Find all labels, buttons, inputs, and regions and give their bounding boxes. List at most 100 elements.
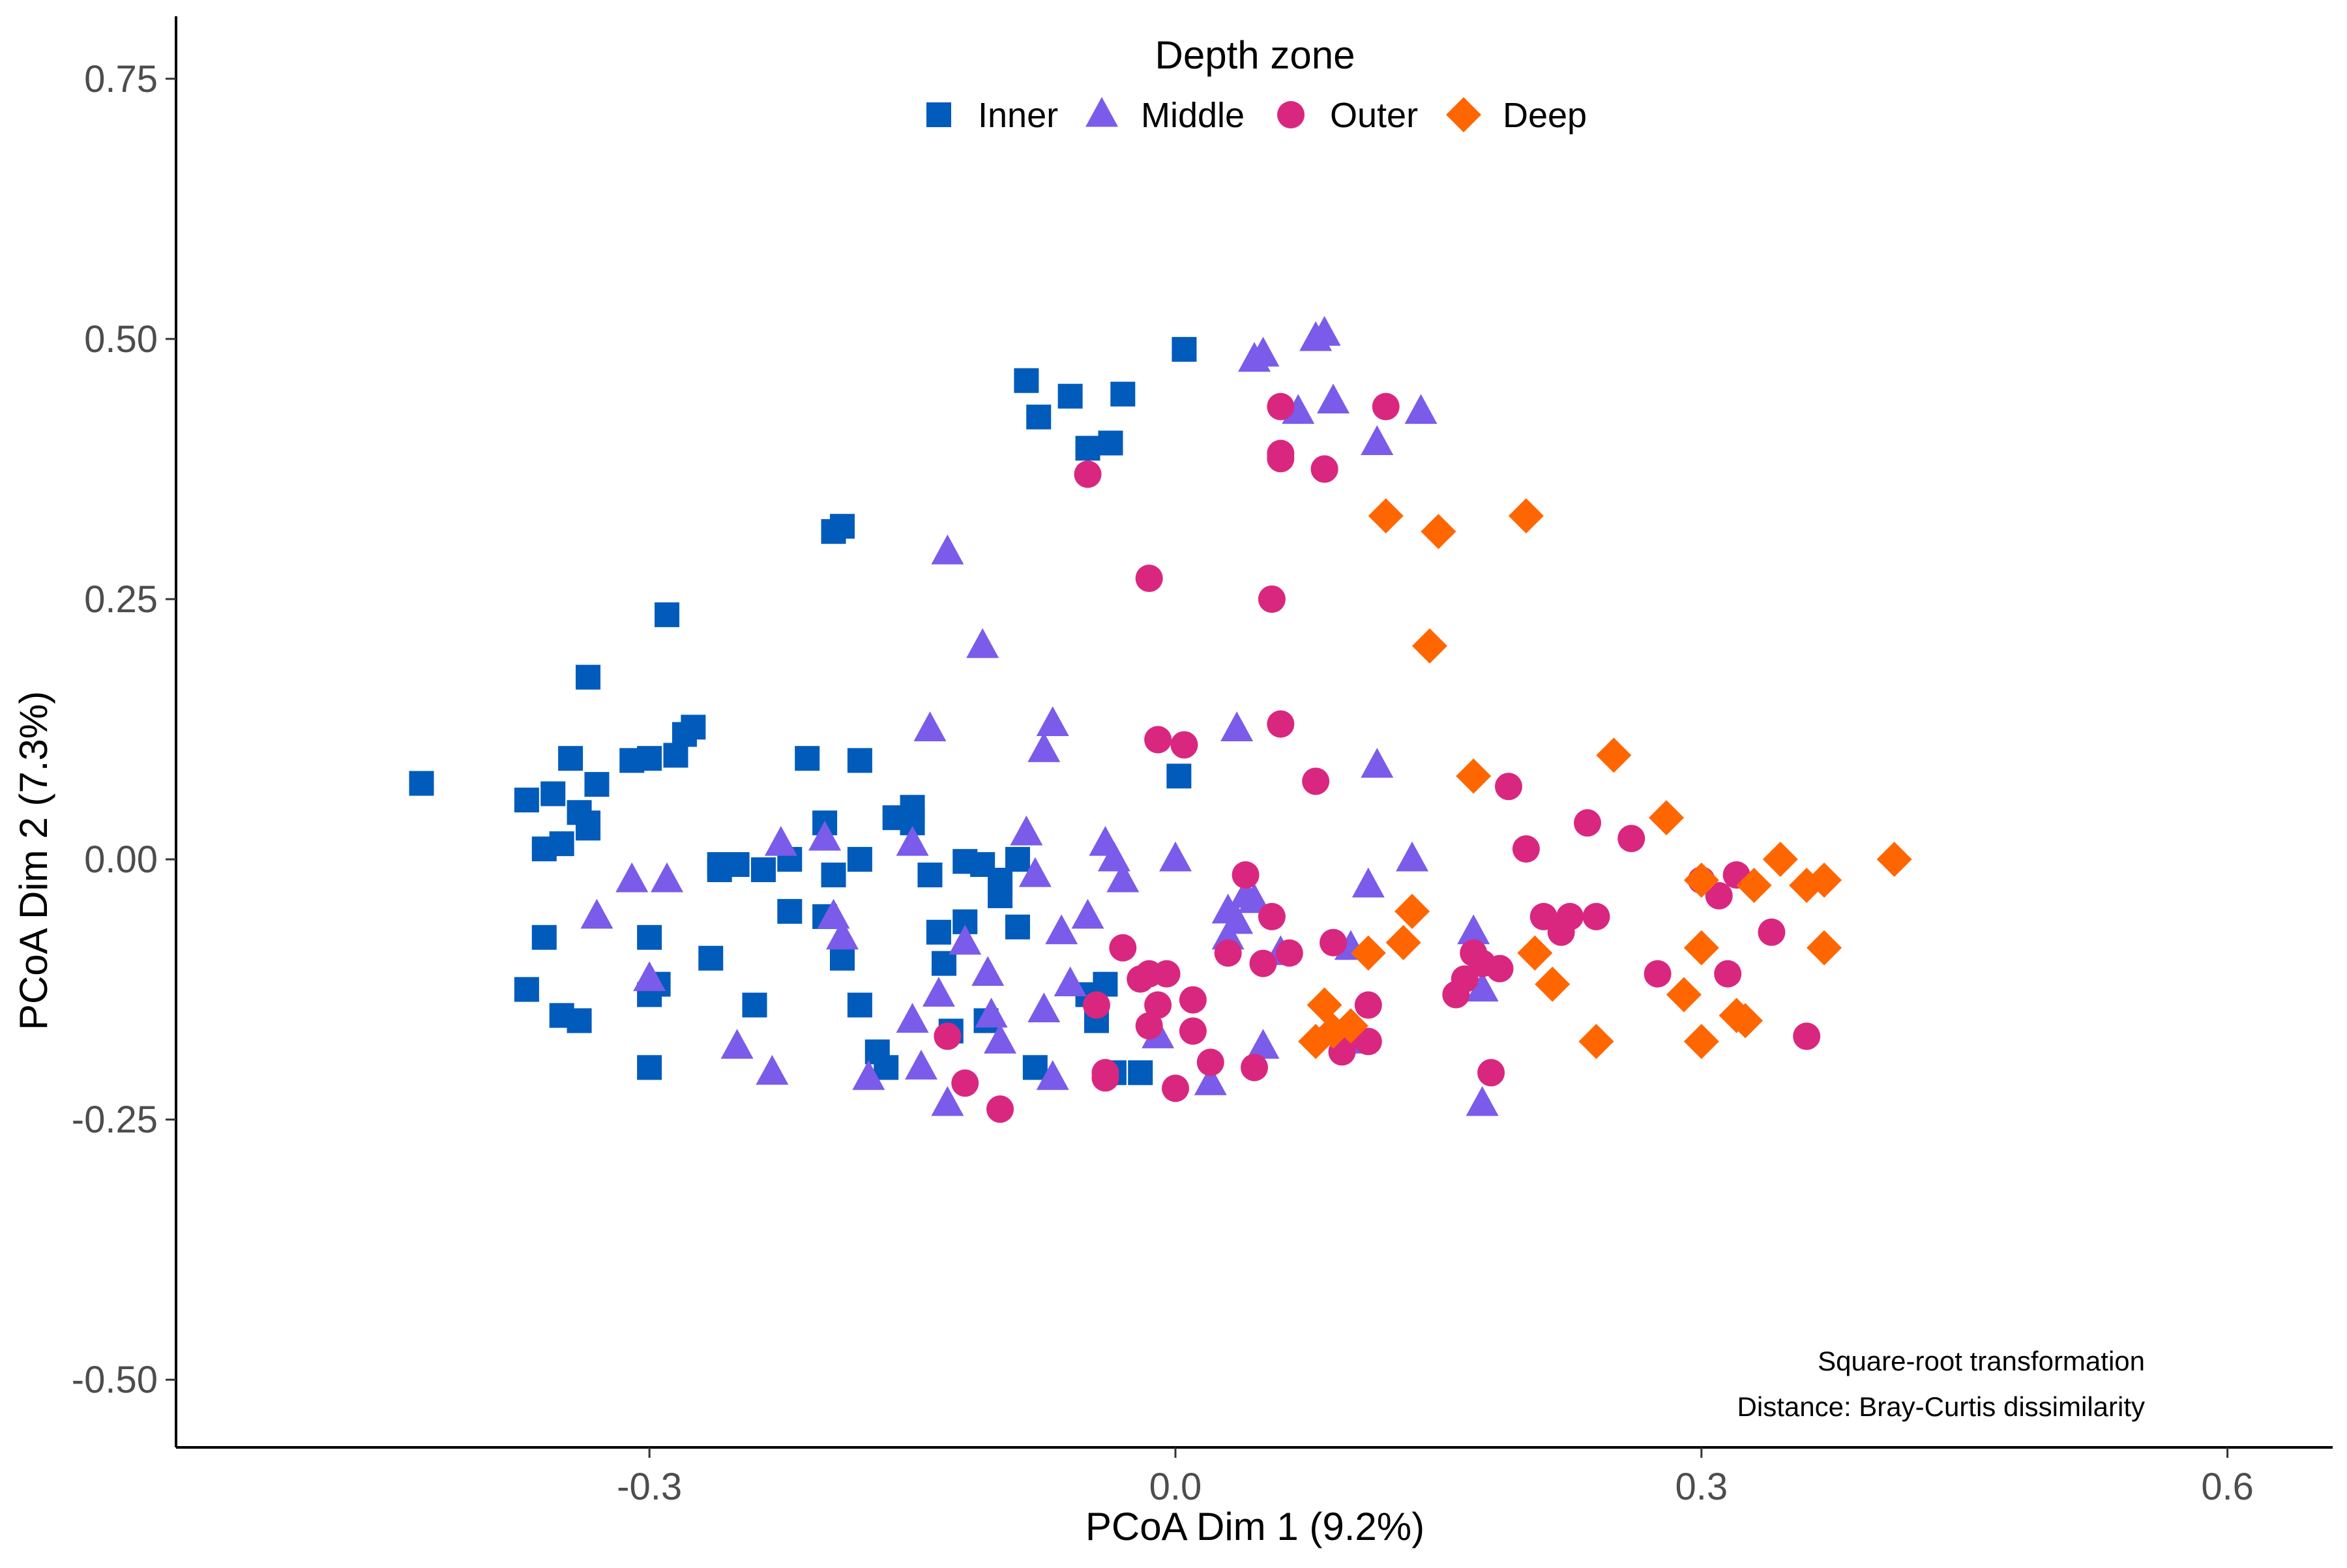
point-inner: [917, 863, 943, 887]
point-middle: [1457, 914, 1490, 945]
series-inner: [409, 336, 1197, 1086]
annotation-distance: Distance: Bray-Curtis dissimilarity: [1737, 1391, 2145, 1422]
point-deep: [1395, 893, 1430, 929]
point-outer: [1486, 954, 1514, 983]
point-deep: [1535, 966, 1571, 1002]
point-middle: [1247, 1029, 1280, 1059]
point-outer: [1705, 881, 1733, 910]
point-outer: [1135, 565, 1163, 593]
point-middle: [1238, 883, 1271, 913]
point-outer: [1582, 902, 1610, 930]
point-inner: [1075, 436, 1100, 461]
points-layer: [409, 316, 1912, 1123]
point-middle: [1106, 862, 1140, 893]
point-middle: [1308, 316, 1341, 346]
point-middle: [1211, 919, 1245, 950]
y-tick-label: 0.75: [84, 58, 158, 100]
y-tick-label: 0.50: [84, 318, 158, 361]
legend-item-outer: Outer: [1277, 96, 1418, 135]
annotation-transformation: Square-root transformation: [1818, 1346, 2145, 1376]
legend-title: Depth zone: [1155, 33, 1355, 77]
y-tick-label: 0.00: [84, 838, 158, 881]
point-deep: [1385, 925, 1421, 960]
point-outer: [1170, 731, 1198, 759]
legend-item-middle: Middle: [1085, 96, 1245, 135]
legend-key-outer: [1277, 101, 1305, 128]
point-inner: [777, 898, 803, 924]
point-inner: [707, 857, 732, 883]
point-middle: [633, 961, 666, 992]
point-deep: [1807, 862, 1842, 898]
point-inner: [576, 810, 601, 836]
point-inner: [829, 514, 855, 539]
legend-key-middle: [1085, 96, 1118, 127]
point-outer: [1267, 710, 1295, 738]
point-inner: [514, 977, 539, 1002]
point-middle: [1351, 867, 1385, 898]
point-outer: [1144, 726, 1172, 754]
point-inner: [988, 883, 1013, 908]
point-outer: [1091, 1064, 1119, 1092]
point-deep: [1578, 1024, 1614, 1059]
point-inner: [663, 743, 688, 768]
point-outer: [1529, 902, 1557, 930]
point-middle: [1045, 914, 1078, 945]
legend-label-inner: Inner: [978, 96, 1058, 135]
point-inner: [1110, 381, 1136, 407]
point-outer: [1494, 773, 1522, 801]
point-middle: [1220, 711, 1254, 741]
point-outer: [1135, 1012, 1163, 1040]
axes-layer: -0.3 0.0 0.3 0.6 -0.50 -0.25 0.00 0.25 0.50 0.75: [72, 16, 2333, 1508]
point-outer: [1267, 392, 1295, 421]
point-middle: [1317, 383, 1350, 414]
point-middle: [764, 825, 797, 856]
point-outer: [1793, 1022, 1821, 1050]
point-middle: [949, 925, 982, 955]
point-outer: [1074, 460, 1102, 488]
point-outer: [1241, 1054, 1268, 1082]
point-middle: [1361, 748, 1394, 778]
point-deep: [1683, 862, 1719, 898]
point-middle: [1194, 1065, 1227, 1095]
point-inner: [637, 1055, 662, 1080]
point-deep: [1421, 514, 1456, 550]
legend-item-deep: Deep: [1446, 96, 1587, 135]
point-middle: [1071, 898, 1104, 929]
point-outer: [1617, 825, 1646, 853]
point-outer: [1354, 991, 1382, 1019]
point-inner: [540, 781, 566, 806]
legend-label-middle: Middle: [1141, 96, 1245, 135]
x-tick-label: -0.3: [617, 1466, 682, 1508]
point-inner: [1166, 763, 1192, 789]
point-outer: [1302, 767, 1330, 795]
point-deep: [1649, 800, 1685, 836]
point-middle: [808, 820, 842, 851]
point-middle: [1027, 992, 1061, 1023]
point-outer: [986, 1095, 1014, 1123]
point-middle: [580, 898, 613, 929]
point-inner: [847, 748, 872, 773]
y-axis-title: PCoA Dim 2 (7.3%): [12, 691, 55, 1030]
point-middle: [931, 534, 964, 565]
point-middle: [975, 998, 1008, 1028]
point-inner: [558, 746, 583, 771]
point-outer: [1161, 1074, 1189, 1102]
point-middle: [852, 1060, 885, 1090]
point-outer: [1214, 939, 1242, 967]
point-inner: [514, 788, 539, 813]
x-tick-label: 0.0: [1149, 1466, 1202, 1508]
legend-key-deep: [1446, 97, 1481, 132]
point-deep: [1683, 1024, 1719, 1059]
point-outer: [1275, 939, 1303, 967]
point-middle: [1010, 815, 1043, 846]
point-inner: [698, 945, 724, 971]
point-outer: [1556, 902, 1584, 930]
point-deep: [1807, 930, 1842, 966]
point-deep: [1728, 1003, 1764, 1039]
point-middle: [1036, 1060, 1069, 1090]
point-outer: [1310, 455, 1338, 483]
point-inner: [1172, 336, 1197, 362]
legend-label-outer: Outer: [1330, 96, 1418, 135]
point-outer: [1573, 809, 1601, 837]
